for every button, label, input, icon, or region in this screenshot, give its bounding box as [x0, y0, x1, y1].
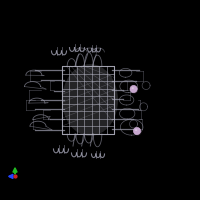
- Ellipse shape: [130, 86, 138, 94]
- Ellipse shape: [62, 64, 118, 136]
- Ellipse shape: [133, 127, 141, 135]
- Ellipse shape: [130, 85, 137, 93]
- Ellipse shape: [134, 128, 142, 136]
- Ellipse shape: [132, 87, 134, 89]
- Ellipse shape: [135, 129, 137, 131]
